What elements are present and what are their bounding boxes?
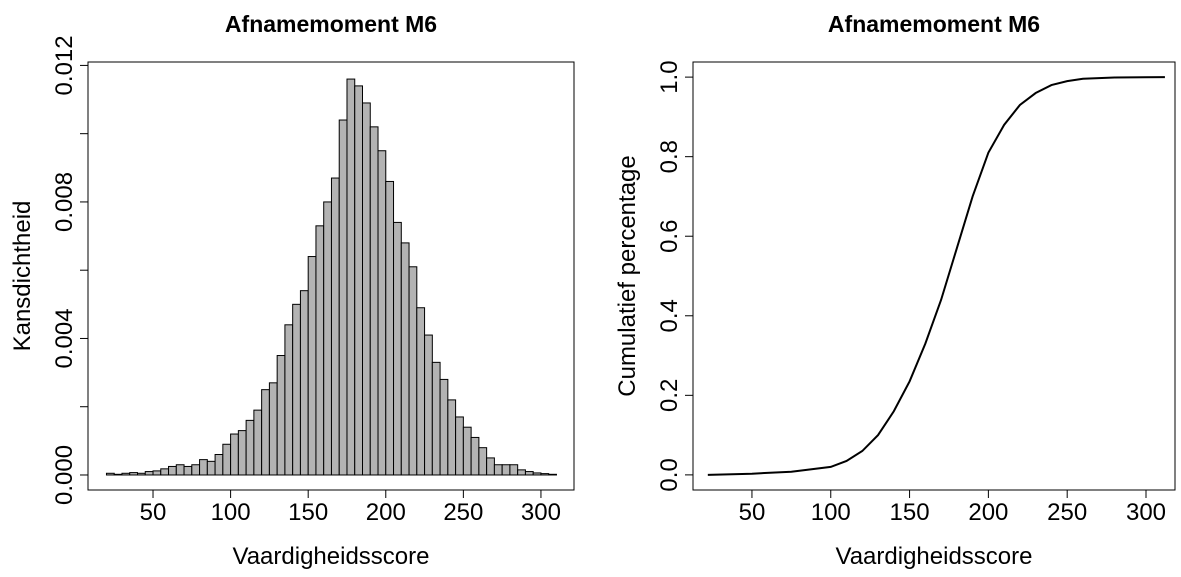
bar [431, 361, 441, 476]
bar [276, 355, 286, 476]
bar [346, 78, 356, 476]
line [707, 76, 1165, 476]
y-tick-label: 0.2 [656, 379, 683, 412]
bar [470, 436, 480, 476]
bar [183, 465, 193, 476]
y-tick-label: 0.008 [51, 172, 78, 232]
x-tick-label: 250 [1047, 499, 1087, 526]
bar [253, 409, 263, 476]
y-tick-label: 0.000 [51, 445, 78, 505]
bar [292, 303, 301, 476]
bar [369, 126, 379, 476]
bar [478, 447, 488, 476]
bar [462, 426, 472, 476]
chart-title: Afnamemoment M6 [225, 11, 437, 37]
bar [400, 242, 410, 476]
bar [509, 464, 519, 476]
bar [455, 416, 464, 476]
bar [447, 399, 457, 476]
x-tick-label: 200 [366, 499, 406, 526]
y-tick-label: 1.0 [656, 60, 683, 93]
y-tick-label: 0.0 [656, 458, 683, 491]
x-tick-label: 300 [1126, 499, 1166, 526]
bar [307, 256, 317, 476]
bar [160, 468, 170, 476]
bar [323, 201, 332, 476]
bar [168, 465, 177, 476]
bar [137, 472, 146, 476]
y-axis-label: Cumulatief percentage [614, 155, 641, 396]
x-tick-label: 300 [521, 499, 561, 526]
x-tick-label: 100 [811, 499, 851, 526]
bar [377, 150, 387, 476]
bar [299, 290, 309, 476]
x-tick-label: 50 [140, 499, 167, 526]
bar [439, 378, 449, 476]
bar [206, 460, 216, 476]
bar [237, 430, 247, 476]
chart-title: Afnamemoment M6 [828, 11, 1040, 37]
bar [501, 464, 511, 476]
bar [354, 85, 364, 476]
bar [330, 177, 340, 476]
bar [284, 324, 294, 476]
bar [540, 473, 550, 476]
bar [199, 459, 208, 476]
y-axis-label: Kansdichtheid [9, 201, 36, 352]
y-tick-label: 0.012 [51, 35, 78, 95]
y-tick-label: 0.6 [656, 220, 683, 253]
bar [486, 457, 495, 476]
bar [493, 464, 503, 476]
x-tick-label: 150 [288, 499, 328, 526]
bar [548, 473, 557, 476]
plot-frame [87, 61, 575, 491]
bar [268, 382, 278, 476]
bar [362, 102, 371, 476]
plot-frame [692, 61, 1176, 491]
bar [385, 180, 395, 476]
bar [113, 473, 123, 476]
bar [261, 389, 270, 476]
bar [517, 469, 526, 476]
bar [152, 470, 162, 476]
bar [105, 472, 115, 476]
y-tick-label: 0.4 [656, 299, 683, 332]
bar [144, 471, 154, 476]
bar [416, 307, 426, 476]
bar [191, 464, 201, 476]
bar [338, 119, 348, 476]
x-tick-label: 200 [968, 499, 1008, 526]
x-tick-label: 150 [890, 499, 930, 526]
bar [532, 472, 542, 476]
bar [230, 433, 239, 476]
bar [424, 334, 433, 476]
bar [315, 225, 325, 476]
bar [129, 472, 138, 476]
x-axis-label: Vaardigheidsscore [232, 543, 429, 570]
y-tick-label: 0.004 [51, 308, 78, 368]
bar [245, 419, 255, 476]
x-tick-label: 100 [211, 499, 251, 526]
y-tick-label: 0.8 [656, 140, 683, 173]
bar [121, 472, 131, 476]
bar [524, 471, 534, 476]
bar [222, 443, 232, 476]
bar [214, 454, 224, 476]
bar [408, 266, 418, 476]
bar [393, 221, 402, 476]
x-tick-label: 250 [443, 499, 483, 526]
x-axis-label: Vaardigheidsscore [835, 543, 1032, 570]
bar [175, 464, 185, 476]
x-tick-label: 50 [739, 499, 766, 526]
